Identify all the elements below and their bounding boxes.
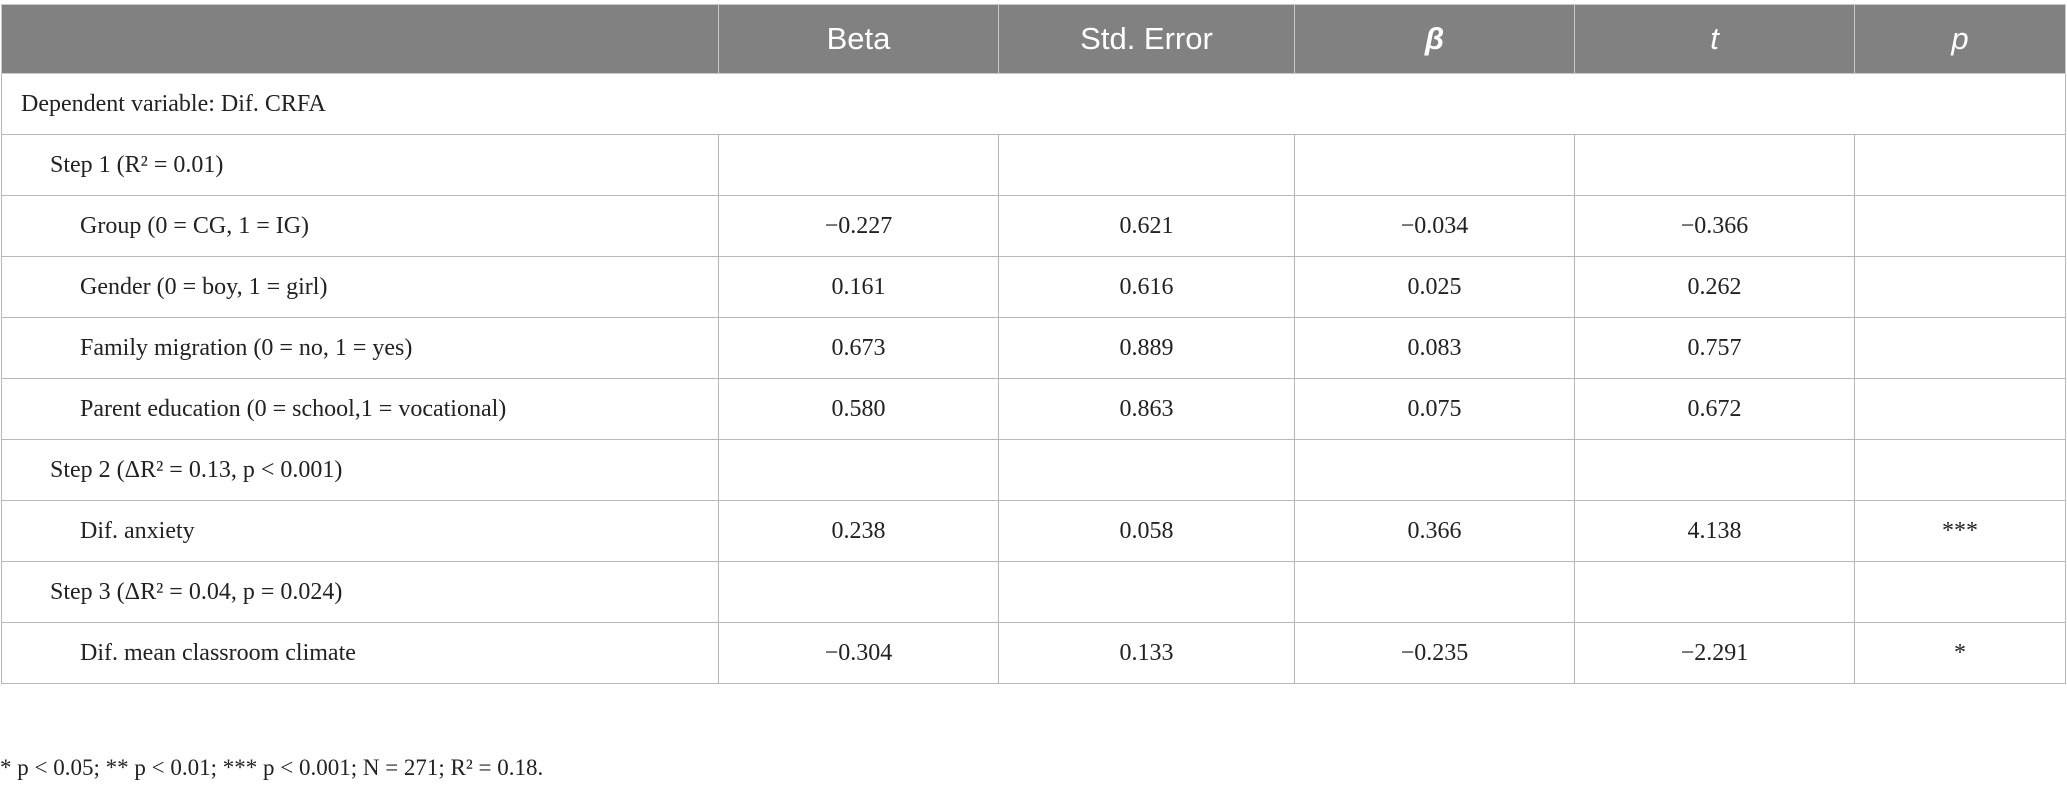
empty-cell [1294, 439, 1575, 501]
std-beta-cell: −0.235 [1294, 622, 1575, 684]
std-error-cell: 0.058 [998, 500, 1295, 562]
step-row: Step 2 (ΔR² = 0.13, p < 0.001) [1, 439, 2066, 501]
std-beta-cell: 0.025 [1294, 256, 1575, 318]
t-cell: 0.672 [1574, 378, 1855, 440]
empty-cell [718, 439, 999, 501]
header-beta: Beta [718, 4, 999, 74]
predictor-label: Dif. mean classroom climate [1, 622, 719, 684]
p-cell [1854, 256, 2066, 318]
predictor-label: Family migration (0 = no, 1 = yes) [1, 317, 719, 379]
header-empty [1, 4, 719, 74]
header-std-error: Std. Error [998, 4, 1295, 74]
t-cell: −2.291 [1574, 622, 1855, 684]
empty-cell [998, 561, 1295, 623]
std-beta-cell: −0.034 [1294, 195, 1575, 257]
p-cell: * [1854, 622, 2066, 684]
predictor-label: Parent education (0 = school,1 = vocatio… [1, 378, 719, 440]
std-beta-cell: 0.075 [1294, 378, 1575, 440]
empty-cell [1854, 134, 2066, 196]
empty-cell [1574, 561, 1855, 623]
step3-label: Step 3 (ΔR² = 0.04, p = 0.024) [1, 561, 719, 623]
beta-cell: −0.227 [718, 195, 999, 257]
t-cell: 0.262 [1574, 256, 1855, 318]
step2-label: Step 2 (ΔR² = 0.13, p < 0.001) [1, 439, 719, 501]
beta-cell: 0.161 [718, 256, 999, 318]
step-row: Step 1 (R² = 0.01) [1, 134, 2066, 196]
t-cell: 4.138 [1574, 500, 1855, 562]
dependent-variable-label: Dependent variable: Dif. CRFA [1, 73, 2066, 135]
dependent-variable-row: Dependent variable: Dif. CRFA [1, 73, 2066, 135]
beta-cell: 0.580 [718, 378, 999, 440]
table-row: Dif. mean classroom climate −0.304 0.133… [1, 622, 2066, 684]
t-cell: −0.366 [1574, 195, 1855, 257]
predictor-label: Group (0 = CG, 1 = IG) [1, 195, 719, 257]
table-row: Group (0 = CG, 1 = IG) −0.227 0.621 −0.0… [1, 195, 2066, 257]
step1-label: Step 1 (R² = 0.01) [1, 134, 719, 196]
empty-cell [718, 134, 999, 196]
p-cell [1854, 317, 2066, 379]
empty-cell [1294, 561, 1575, 623]
header-t: t [1574, 4, 1855, 74]
regression-table: Beta Std. Error β t p Dependent variable… [1, 4, 2066, 684]
std-error-cell: 0.889 [998, 317, 1295, 379]
header-row: Beta Std. Error β t p [1, 4, 2066, 74]
empty-cell [718, 561, 999, 623]
table-row: Parent education (0 = school,1 = vocatio… [1, 378, 2066, 440]
std-error-cell: 0.863 [998, 378, 1295, 440]
empty-cell [998, 439, 1295, 501]
empty-cell [1854, 561, 2066, 623]
std-beta-cell: 0.083 [1294, 317, 1575, 379]
predictor-label: Gender (0 = boy, 1 = girl) [1, 256, 719, 318]
header-standardized-beta: β [1294, 4, 1575, 74]
p-cell [1854, 195, 2066, 257]
empty-cell [1574, 134, 1855, 196]
std-error-cell: 0.616 [998, 256, 1295, 318]
table-row: Dif. anxiety 0.238 0.058 0.366 4.138 *** [1, 500, 2066, 562]
table-row: Family migration (0 = no, 1 = yes) 0.673… [1, 317, 2066, 379]
std-error-cell: 0.133 [998, 622, 1295, 684]
step-row: Step 3 (ΔR² = 0.04, p = 0.024) [1, 561, 2066, 623]
std-beta-cell: 0.366 [1294, 500, 1575, 562]
beta-cell: −0.304 [718, 622, 999, 684]
empty-cell [1574, 439, 1855, 501]
header-p: p [1854, 4, 2066, 74]
t-cell: 0.757 [1574, 317, 1855, 379]
empty-cell [1854, 439, 2066, 501]
table-row: Gender (0 = boy, 1 = girl) 0.161 0.616 0… [1, 256, 2066, 318]
empty-cell [998, 134, 1295, 196]
std-error-cell: 0.621 [998, 195, 1295, 257]
beta-cell: 0.238 [718, 500, 999, 562]
beta-cell: 0.673 [718, 317, 999, 379]
p-cell [1854, 378, 2066, 440]
empty-cell [1294, 134, 1575, 196]
predictor-label: Dif. anxiety [1, 500, 719, 562]
p-cell: *** [1854, 500, 2066, 562]
table-footnote: * p < 0.05; ** p < 0.01; *** p < 0.001; … [0, 755, 544, 780]
